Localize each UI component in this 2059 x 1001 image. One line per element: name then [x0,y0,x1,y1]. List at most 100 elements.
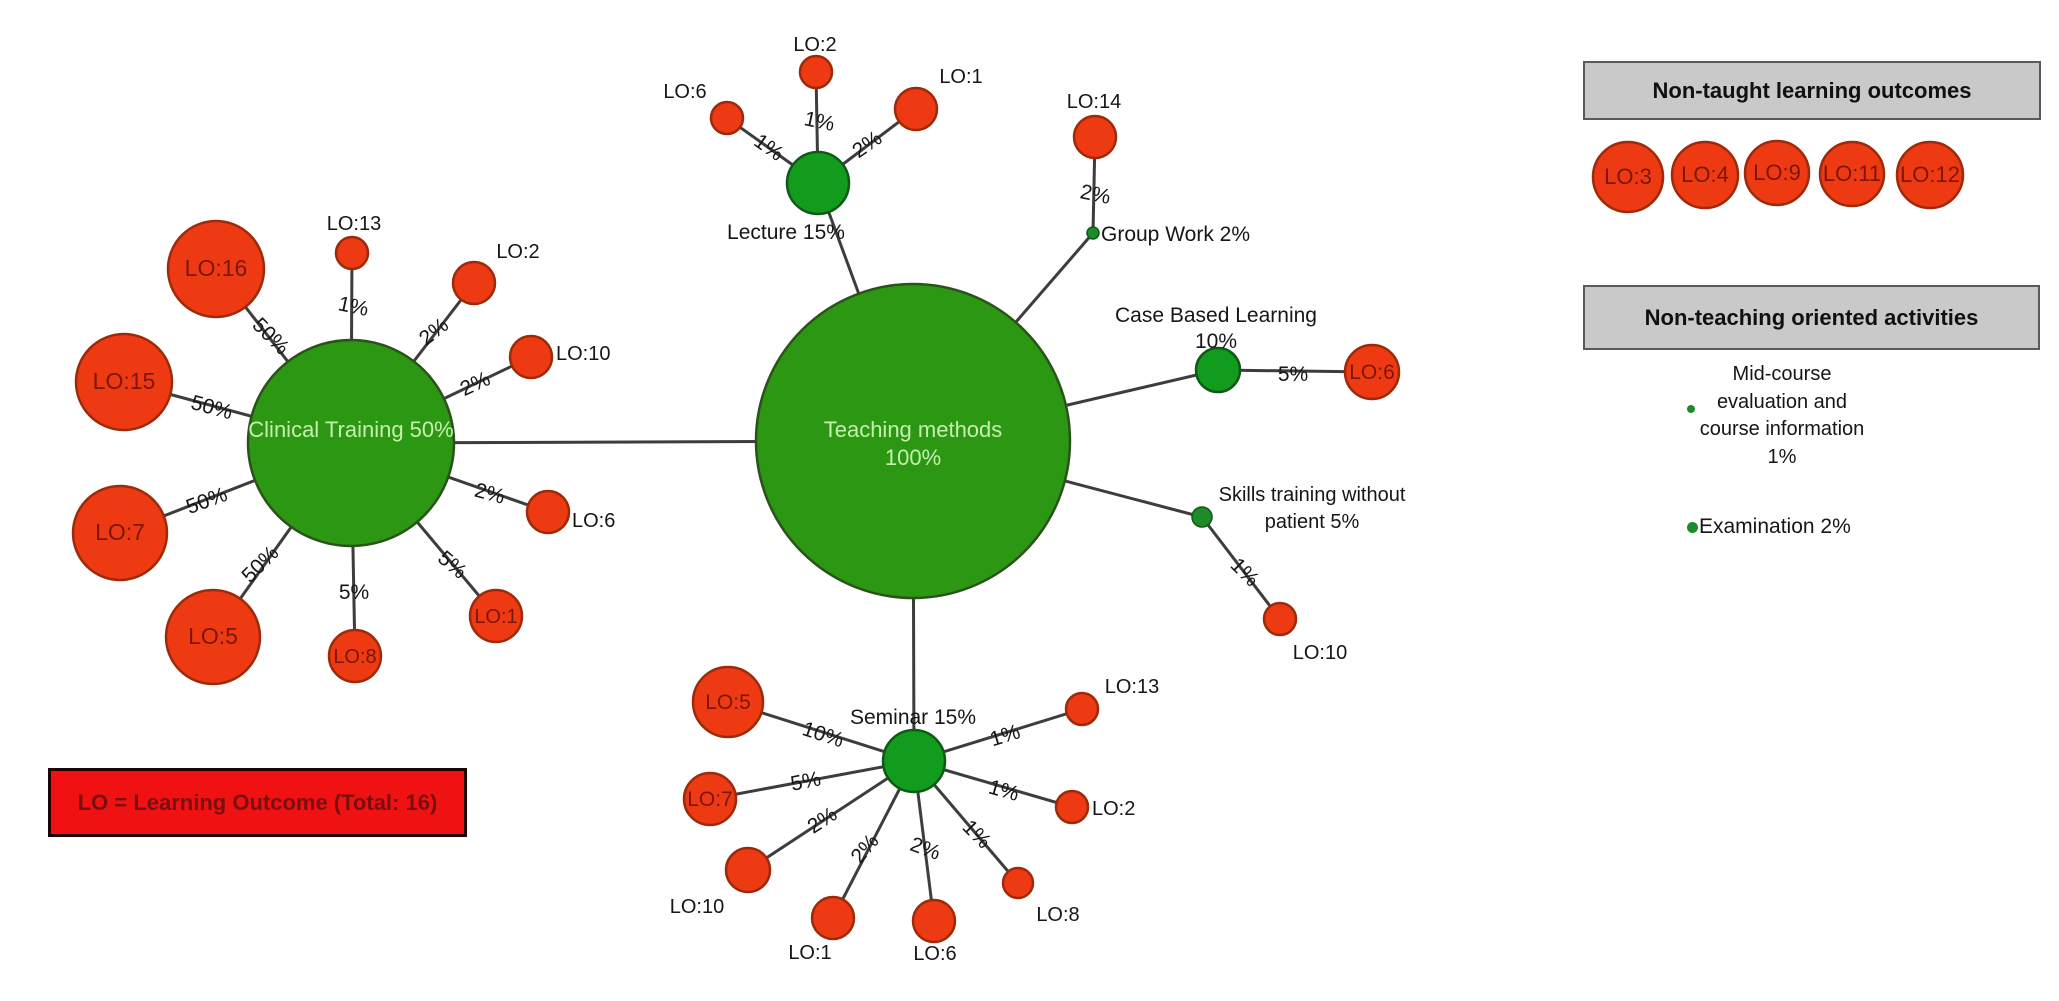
label-c10: LO:10 [556,343,610,365]
node-p4 [1670,140,1740,210]
node-cbl [1194,346,1242,394]
edge-label-lecture-l2: 1% [802,107,836,136]
node-c10 [508,334,554,380]
node-c13 [334,235,370,271]
label-g14: LO:14 [1067,91,1121,113]
label-l6: LO:6 [663,81,706,103]
edge-label-lecture-l6: 1% [750,130,788,166]
edge-label-seminar-se2: 1% [986,776,1022,806]
label-c8: LO:8 [333,646,376,668]
label-p9: LO:9 [1753,160,1801,185]
edge-label-seminar-se10: 2% [803,803,841,839]
label-c16: LO:16 [185,255,248,281]
node-se1 [810,895,856,941]
edge-seminar-se7 [709,759,915,801]
label-teaching: Teaching methods 100% [824,417,1003,470]
node-c5 [164,588,262,686]
node-lecture [785,150,851,216]
label-p3: LO:3 [1604,164,1652,189]
node-l2 [798,54,834,90]
label-se1: LO:1 [788,942,831,964]
edge-label-clinical-c10: 2% [457,367,494,401]
edge-label-seminar-se7: 5% [789,767,823,795]
node-clinical [246,338,456,548]
label-cbl: Case Based Learning 10% [1115,304,1317,353]
node-se10 [724,846,772,894]
node-teaching [754,282,1072,600]
label-seminar: Seminar 15% [850,706,976,729]
examination-dot-icon [1687,521,1698,533]
edge-label-skills-s10: 1% [1226,554,1264,592]
label-c15: LO:15 [93,368,156,394]
edge-seminar-se10 [747,759,915,872]
mid-course-dot-icon [1687,405,1695,413]
node-c8 [327,628,383,684]
edge-label-clinical-c7: 50% [183,483,230,519]
label-c5: LO:5 [188,623,238,649]
label-p12: LO:12 [1900,162,1960,187]
label-lecture: Lecture 15% [727,221,845,244]
node-c1 [468,588,524,644]
edge-label-clinical-c15: 50% [188,391,235,424]
label-se5: LO:5 [705,691,751,714]
node-c7 [71,484,169,582]
mid-course-line: course information [1699,418,1865,440]
node-se8 [1001,866,1035,900]
lo-legend-box: LO = Learning Outcome (Total: 16) [48,768,467,837]
label-c13: LO:13 [327,213,381,235]
node-c6 [525,489,571,535]
node-se13 [1064,691,1100,727]
label-c6: LO:6 [572,510,615,532]
edge-label-seminar-se5: 10% [799,717,846,752]
node-g14 [1072,114,1118,160]
node-c16 [166,219,266,319]
node-cb6 [1343,343,1401,401]
mid-course-line: evaluation and [1716,390,1848,413]
node-p3 [1591,140,1665,214]
edge-label-clinical-c13: 1% [336,292,370,321]
edge-label-seminar-se6: 2% [907,833,943,865]
label-clinical: Clinical Training 50% [248,417,453,442]
node-groupwork [1086,226,1100,240]
node-l1 [893,86,939,132]
label-c1: LO:1 [474,606,517,628]
examination-label: Examination 2% [1699,515,1851,538]
label-groupwork: Group Work 2% [1101,223,1250,246]
edge-label-groupwork-g14: 2% [1078,180,1112,209]
panel-non-taught-title: Non-taught learning outcomes [1583,61,2041,120]
label-se8: LO:8 [1036,904,1079,926]
edge-label-cbl-cb6: 5% [1278,363,1308,386]
label-se10: LO:10 [670,896,724,918]
node-s10 [1262,601,1298,637]
label-c7: LO:7 [95,519,145,545]
edge-label-clinical-c6: 2% [472,479,507,509]
node-c15 [74,332,174,432]
node-skills [1191,506,1213,528]
label-se2: LO:2 [1092,798,1135,820]
mid-course-line: Mid-course [1732,363,1832,385]
edge-label-seminar-se1: 2% [846,830,883,868]
node-c2 [451,260,497,306]
node-se7 [682,771,738,827]
node-se2 [1054,789,1090,825]
lo-legend-text: LO = Learning Outcome (Total: 16) [77,789,438,815]
label-se6: LO:6 [913,943,956,965]
edge-label-seminar-se13: 1% [987,720,1023,751]
mid-course-line: 1% [1767,445,1797,468]
label-l2: LO:2 [793,34,836,56]
mid-course-evaluation-item: Mid-course evaluation and course informa… [1662,361,1902,471]
edge-skills-s10 [1200,516,1282,620]
label-se7: LO:7 [687,788,733,811]
panel-non-teaching-title: Non-teaching oriented activities [1583,285,2040,350]
node-se6 [911,898,957,944]
edge-label-clinical-c8: 5% [339,581,369,604]
label-c2: LO:2 [496,241,539,263]
label-p4: LO:4 [1681,162,1729,187]
node-l6 [709,100,745,136]
label-se13: LO:13 [1105,676,1159,698]
node-p11 [1818,140,1886,208]
label-l1: LO:1 [939,66,982,88]
node-p9 [1743,139,1811,207]
